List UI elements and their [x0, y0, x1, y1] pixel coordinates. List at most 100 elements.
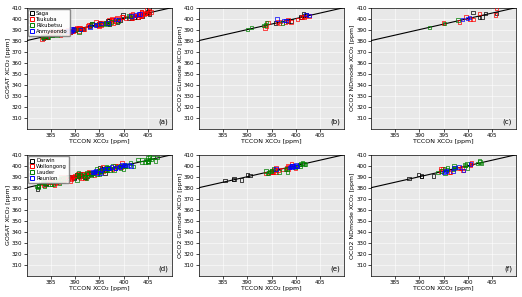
Point: [76, 25, 85, 30]
Point: [127, 13, 135, 18]
Point: [66, 178, 75, 183]
Point: [84, 170, 92, 174]
Point: [469, 17, 477, 22]
Point: [85, 24, 93, 29]
Y-axis label: OCO2 GLmode XCO₂ [ppm]: OCO2 GLmode XCO₂ [ppm]: [177, 173, 183, 258]
Point: [300, 162, 309, 166]
Point: [135, 12, 143, 17]
Point: [102, 166, 110, 171]
Point: [109, 20, 117, 25]
Point: [57, 30, 66, 34]
Point: [264, 171, 272, 176]
Point: [64, 27, 72, 32]
Point: [134, 15, 142, 20]
Point: [51, 179, 59, 184]
Point: [49, 180, 57, 184]
Point: [153, 155, 161, 160]
Point: [42, 181, 51, 186]
Point: [54, 30, 63, 34]
Point: [296, 15, 305, 19]
Point: [126, 161, 135, 165]
Point: [300, 14, 309, 19]
Point: [62, 29, 70, 34]
Point: [291, 165, 299, 170]
Point: [437, 166, 445, 171]
Point: [288, 165, 296, 170]
Point: [111, 166, 119, 171]
Point: [86, 170, 94, 175]
Point: [263, 23, 271, 28]
Point: [136, 13, 144, 18]
Point: [70, 26, 79, 31]
Point: [38, 34, 46, 39]
Point: [271, 20, 280, 25]
Point: [147, 10, 156, 14]
Point: [247, 25, 256, 30]
Point: [243, 173, 252, 177]
Point: [109, 167, 117, 172]
Point: [292, 166, 300, 171]
Point: [134, 15, 143, 20]
Point: [137, 9, 146, 14]
Point: [146, 155, 154, 159]
Point: [46, 180, 55, 184]
Point: [437, 169, 445, 173]
Point: [112, 166, 120, 171]
Point: [81, 174, 89, 179]
Point: [262, 20, 270, 25]
Point: [262, 171, 270, 176]
Point: [276, 19, 284, 24]
Point: [145, 12, 153, 16]
Point: [73, 27, 81, 31]
Point: [34, 184, 42, 189]
Point: [305, 13, 313, 18]
Point: [291, 164, 300, 169]
Point: [60, 179, 68, 184]
Point: [83, 171, 91, 176]
Point: [127, 14, 135, 18]
Point: [293, 164, 302, 169]
Point: [98, 168, 106, 173]
Point: [103, 166, 111, 170]
Point: [137, 13, 146, 18]
Point: [55, 29, 63, 34]
Point: [43, 35, 51, 40]
Point: [76, 27, 85, 32]
Point: [469, 10, 477, 15]
Point: [67, 29, 75, 34]
Point: [93, 170, 102, 175]
Point: [98, 168, 106, 173]
Point: [71, 26, 79, 31]
Point: [266, 170, 274, 175]
Point: [108, 17, 116, 21]
Point: [260, 26, 269, 30]
Point: [84, 171, 92, 176]
Point: [42, 181, 50, 185]
Point: [75, 174, 84, 179]
Point: [40, 181, 49, 186]
Point: [467, 161, 475, 166]
Point: [434, 170, 442, 175]
Point: [98, 167, 106, 172]
Point: [121, 162, 129, 167]
Point: [102, 168, 110, 172]
Point: [278, 20, 287, 25]
Point: [113, 164, 121, 169]
X-axis label: TCCON XCO₂ [ppm]: TCCON XCO₂ [ppm]: [413, 139, 474, 144]
Point: [268, 169, 276, 174]
Point: [51, 179, 60, 184]
Point: [99, 21, 108, 26]
Point: [275, 169, 283, 174]
Point: [57, 29, 66, 34]
Point: [143, 159, 151, 163]
Point: [264, 20, 272, 25]
Point: [112, 16, 121, 21]
Point: [118, 15, 126, 20]
Point: [100, 166, 109, 171]
Point: [77, 173, 86, 178]
Point: [267, 168, 276, 173]
Point: [439, 21, 447, 26]
Point: [113, 15, 121, 20]
Point: [48, 182, 56, 187]
Point: [48, 33, 56, 38]
